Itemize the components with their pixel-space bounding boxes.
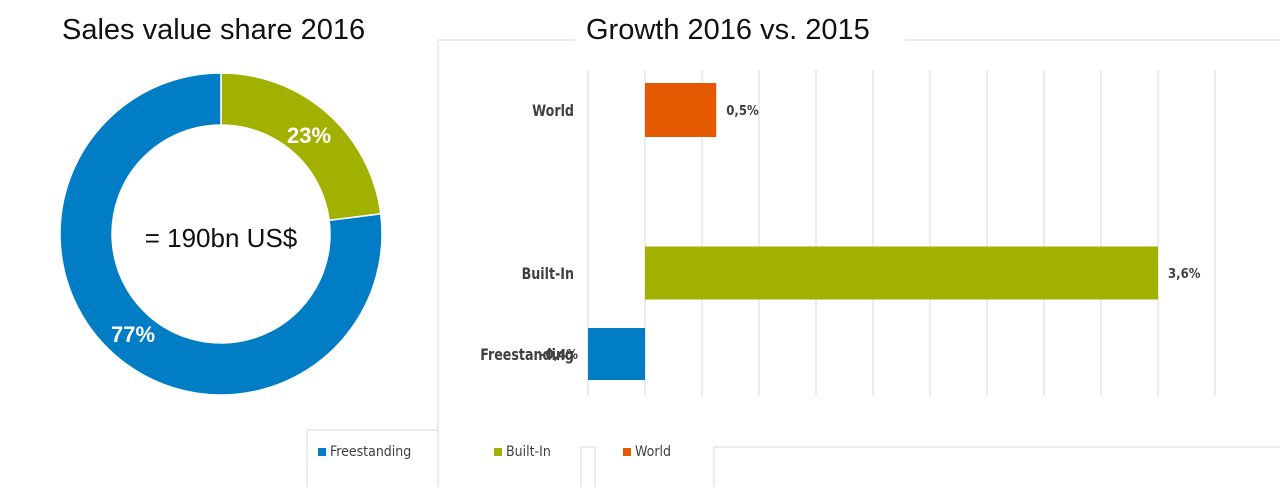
chart-frame-line: [437, 39, 575, 487]
legend-frame-line: [306, 429, 438, 487]
category-label: World: [532, 101, 574, 120]
donut-slice-label: 77%: [111, 322, 155, 347]
legend-swatch: [623, 448, 631, 456]
category-label: Freestanding: [480, 345, 574, 364]
bar-freestanding: [588, 328, 645, 380]
donut-chart: 23% 77% = 190bn US$: [59, 72, 383, 396]
bar-world: [645, 83, 717, 137]
data-label: -0,4%: [541, 348, 579, 363]
legend-frame-line: [713, 446, 1280, 487]
category-label: Built-In: [522, 264, 574, 283]
donut-slice-label: 23%: [287, 123, 331, 148]
donut-chart-title: Sales value share 2016: [62, 14, 366, 46]
donut-center-label: = 190bn US$: [145, 223, 298, 253]
data-label: 0,5%: [726, 104, 759, 119]
legend-label: Built-In: [506, 444, 551, 460]
bar-chart-title: Growth 2016 vs. 2015: [586, 14, 870, 46]
bar-built-in: [645, 246, 1158, 300]
data-label: 3,6%: [1168, 267, 1201, 282]
legend-entry-built-in: Built-In: [494, 444, 551, 460]
legend-swatch: [318, 448, 326, 456]
donut-slice-freestanding: [59, 72, 383, 396]
legend-swatch: [494, 448, 502, 456]
legend-entry-world: World: [623, 444, 671, 460]
legend-label: World: [635, 444, 672, 460]
legend-label: Freestanding: [330, 444, 412, 460]
legend-frame-line: [580, 446, 596, 487]
legend-entry-freestanding: Freestanding: [318, 444, 411, 460]
